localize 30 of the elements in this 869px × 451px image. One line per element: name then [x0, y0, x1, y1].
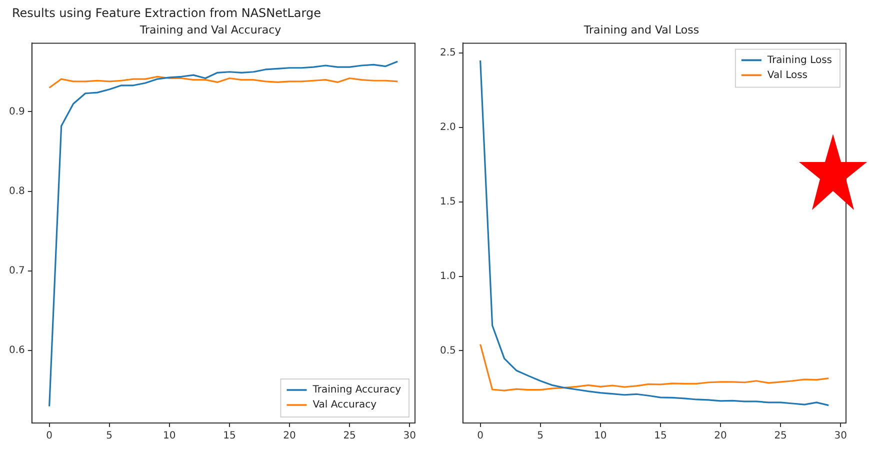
- x-tick-label: 15: [654, 430, 667, 442]
- y-tick-label: 1.0: [440, 270, 456, 282]
- x-tick-label: 0: [46, 430, 53, 442]
- x-tick-label: 20: [714, 430, 727, 442]
- y-tick-label: 2.5: [440, 48, 456, 59]
- y-tick-label: 0.7: [8, 266, 25, 277]
- y-tick-label: 0.5: [440, 345, 456, 356]
- chart-title: Training and Val Accuracy: [138, 23, 282, 36]
- y-tick-label: 0.8: [8, 186, 25, 197]
- legend-label: Val Loss: [767, 70, 808, 81]
- x-tick-label: 5: [537, 430, 544, 442]
- x-tick-label: 30: [403, 430, 416, 442]
- x-tick-label: 5: [106, 430, 113, 442]
- y-tick-label: 2.0: [440, 122, 456, 134]
- x-tick-label: 20: [283, 430, 296, 442]
- y-tick-label: 0.6: [8, 345, 25, 356]
- legend-label: Training Loss: [766, 54, 832, 66]
- x-tick-label: 25: [774, 430, 787, 442]
- legend-label: Val Accuracy: [312, 400, 377, 411]
- x-tick-label: 10: [594, 430, 607, 442]
- y-tick-label: 0.9: [8, 106, 25, 118]
- x-tick-label: 0: [477, 430, 484, 442]
- x-tick-label: 25: [343, 430, 356, 442]
- legend-label: Training Accuracy: [312, 384, 402, 396]
- x-tick-label: 10: [163, 430, 176, 442]
- x-tick-label: 30: [834, 430, 847, 442]
- y-tick-label: 1.5: [440, 196, 456, 208]
- chart-title: Training and Val Loss: [582, 23, 700, 36]
- text: Results using Feature Extraction from NASNetLarge: [12, 6, 321, 20]
- x-tick-label: 15: [223, 430, 236, 442]
